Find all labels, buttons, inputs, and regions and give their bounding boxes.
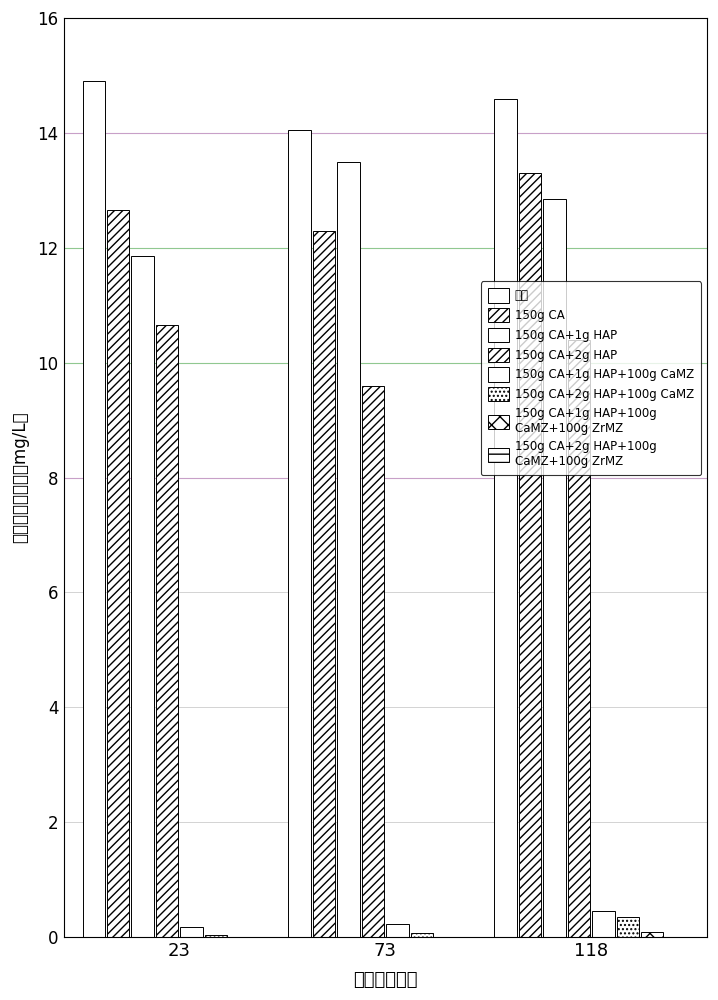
Legend: 对照, 150g CA, 150g CA+1g HAP, 150g CA+2g HAP, 150g CA+1g HAP+100g CaMZ, 150g CA+2: 对照, 150g CA, 150g CA+1g HAP, 150g CA+2g …: [480, 281, 701, 475]
Bar: [568, 340, 590, 937]
Bar: [205, 935, 228, 937]
X-axis label: 时间（小时）: 时间（小时）: [353, 971, 417, 989]
Bar: [411, 933, 433, 937]
Bar: [592, 911, 615, 937]
Bar: [362, 386, 384, 937]
Bar: [131, 256, 154, 937]
Bar: [156, 325, 178, 937]
Bar: [544, 199, 566, 937]
Bar: [83, 81, 105, 937]
Bar: [386, 924, 409, 937]
Bar: [180, 927, 202, 937]
Bar: [289, 130, 311, 937]
Bar: [641, 932, 663, 937]
Bar: [518, 173, 541, 937]
Y-axis label: 上覆水氨氮浓度（mg/L）: 上覆水氨氮浓度（mg/L）: [11, 412, 29, 543]
Bar: [494, 99, 517, 937]
Bar: [337, 162, 360, 937]
Bar: [617, 917, 639, 937]
Bar: [107, 210, 129, 937]
Bar: [313, 231, 335, 937]
